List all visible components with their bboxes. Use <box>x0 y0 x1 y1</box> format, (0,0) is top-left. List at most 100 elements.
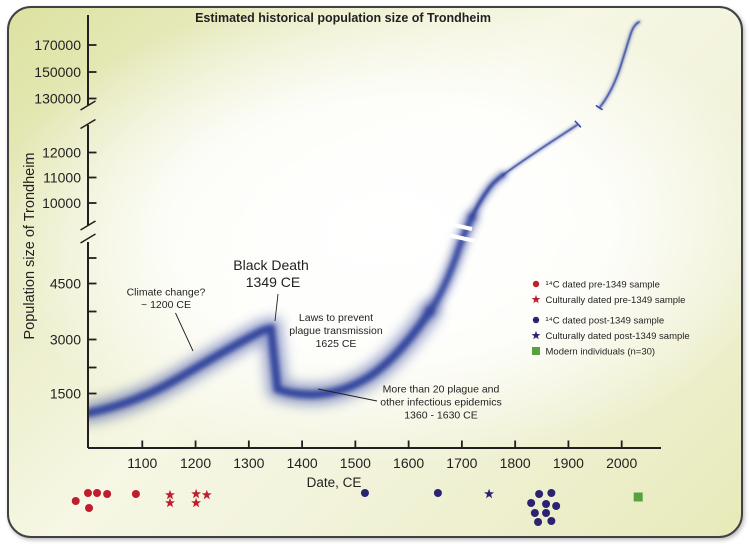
legend-circle-marker <box>532 316 540 324</box>
c14-post-1349-circle-marker <box>542 509 551 517</box>
c14-pre-1349-circle-marker <box>103 490 112 498</box>
x-axis-tick-label: 1200 <box>180 455 211 471</box>
x-axis-tick-label: 1400 <box>287 455 318 471</box>
y-axis-tick-label: 12000 <box>42 144 81 160</box>
annotation-climate-line2: ~ 1200 CE <box>141 299 191 311</box>
sample-group-modern <box>633 492 643 502</box>
chart-title: Estimated historical population size of … <box>195 11 491 25</box>
curve-core-path <box>427 214 475 314</box>
legend-label: Culturally dated pre-1349 sample <box>546 295 686 306</box>
sample-group-cultural-post-1349 <box>484 488 494 499</box>
cultural-pre-1349-star-marker <box>165 489 175 500</box>
curve-end-tick <box>595 104 603 111</box>
curve-end-tick <box>574 120 582 128</box>
curve-core-path <box>470 173 505 219</box>
c14-pre-1349-circle-marker <box>83 489 92 497</box>
y-axis-break-slash <box>80 118 96 130</box>
legend-star-marker <box>531 330 541 340</box>
y-axis-tick-label: 170000 <box>34 37 81 53</box>
cultural-pre-1349-star-marker <box>191 497 201 508</box>
c14-post-1349-circle-marker <box>527 499 536 507</box>
annotation-climate-line1: Climate change? <box>127 287 206 299</box>
legend-item-2: ¹⁴C dated post-1349 sample <box>532 316 665 327</box>
x-axis-tick-label: 1500 <box>340 455 371 471</box>
annotation-black-death-line1: Black Death <box>233 257 308 273</box>
c14-pre-1349-circle-marker <box>93 489 102 497</box>
cultural-pre-1349-star-marker <box>201 489 212 500</box>
curve-core-path <box>502 124 578 176</box>
sample-markers <box>71 488 643 526</box>
sample-group-c14-post-1349 <box>360 489 561 526</box>
y-axis-break-slash <box>80 233 96 244</box>
y-axis-tick-label: 3000 <box>50 331 81 347</box>
c14-post-1349-circle-marker <box>530 509 539 517</box>
legend: ¹⁴C dated pre-1349 sample Culturally date… <box>531 280 690 358</box>
x-axis-tick-label: 1800 <box>500 455 531 471</box>
annotation-laws-line3: 1625 CE <box>316 338 357 350</box>
cultural-pre-1349-star-marker <box>165 497 175 508</box>
annotation-laws-line2: plague transmission <box>289 325 383 337</box>
annotation-epidemics-line3: 1360 - 1630 CE <box>404 410 478 422</box>
c14-post-1349-circle-marker <box>547 517 556 525</box>
x-axis-tick-label: 1300 <box>233 455 264 471</box>
annotation-epidemics-leader-line <box>317 388 378 402</box>
curve-halo-path <box>598 20 641 109</box>
c14-pre-1349-circle-marker <box>131 490 140 498</box>
legend-label: Culturally dated post-1349 sample <box>546 331 690 342</box>
c14-post-1349-circle-marker <box>547 489 556 497</box>
legend-star-marker <box>531 294 541 304</box>
annotation-black-death-leader-line <box>274 293 279 322</box>
annotation-epidemics-line2: other infectious epidemics <box>380 397 501 409</box>
y-axis-break-slash <box>80 220 96 231</box>
sample-group-c14-pre-1349 <box>71 489 140 512</box>
modern-square-marker <box>633 492 643 502</box>
legend-label: ¹⁴C dated pre-1349 sample <box>546 280 660 291</box>
legend-label: ¹⁴C dated post-1349 sample <box>546 316 665 327</box>
y-axis-break-slash <box>80 100 96 111</box>
c14-post-1349-circle-marker <box>433 489 442 497</box>
y-axis-tick-label: 1500 <box>50 385 81 401</box>
y-axis-tick-label: 130000 <box>34 90 81 106</box>
annotations: Climate change? ~ 1200 CE Black Death 13… <box>127 257 502 422</box>
y-axis-tick-label: 10000 <box>42 195 81 211</box>
population-curve <box>88 20 641 424</box>
x-axis-tick-label: 1100 <box>127 455 157 471</box>
legend-item-0: ¹⁴C dated pre-1349 sample <box>532 280 660 291</box>
annotation-climate-leader-line <box>175 312 194 352</box>
legend-item-3: Culturally dated post-1349 sample <box>531 330 690 342</box>
c14-pre-1349-circle-marker <box>85 504 94 512</box>
x-axis-tick-label: 1700 <box>446 455 477 471</box>
curve-core-path <box>599 21 640 108</box>
c14-post-1349-circle-marker <box>552 502 561 510</box>
c14-pre-1349-circle-marker <box>71 497 80 505</box>
annotation-epidemics-line1: More than 20 plague and <box>383 384 500 396</box>
y-axis-tick-label: 11000 <box>43 169 81 185</box>
axes: 1100 1200 1300 1400 1500 1600 1700 1800 1900 2000… <box>34 15 661 471</box>
y-axis-tick-label: 150000 <box>34 64 81 80</box>
x-axis-tick-label: 2000 <box>606 455 637 471</box>
curve-break-marks <box>446 104 603 244</box>
c14-post-1349-circle-marker <box>542 500 551 508</box>
y-axis-tick-label: 4500 <box>50 275 81 291</box>
x-axis-tick-label: 1900 <box>553 455 584 471</box>
cultural-pre-1349-star-marker <box>191 488 201 499</box>
legend-item-1: Culturally dated pre-1349 sample <box>531 294 686 306</box>
x-axis-title: Date, CE <box>307 475 362 490</box>
legend-label: Modern individuals (n=30) <box>546 347 656 358</box>
curve-break-slash <box>449 233 476 244</box>
legend-circle-marker <box>532 280 540 288</box>
curve-break-slash <box>446 221 473 232</box>
c14-post-1349-circle-marker <box>534 518 543 526</box>
legend-item-4: Modern individuals (n=30) <box>532 347 655 358</box>
sample-group-cultural-pre-1349 <box>165 488 212 508</box>
y-axis-title: Population size of Trondheim <box>22 153 38 340</box>
cultural-post-1349-star-marker <box>484 488 494 499</box>
c14-post-1349-circle-marker <box>535 490 544 498</box>
legend-square-marker <box>532 347 540 355</box>
annotation-black-death-line2: 1349 CE <box>246 274 300 290</box>
annotation-laws-line1: Laws to prevent <box>299 312 373 324</box>
curve-core-path <box>88 307 434 417</box>
x-axis-tick-label: 1600 <box>393 455 424 471</box>
c14-post-1349-circle-marker <box>360 489 369 497</box>
